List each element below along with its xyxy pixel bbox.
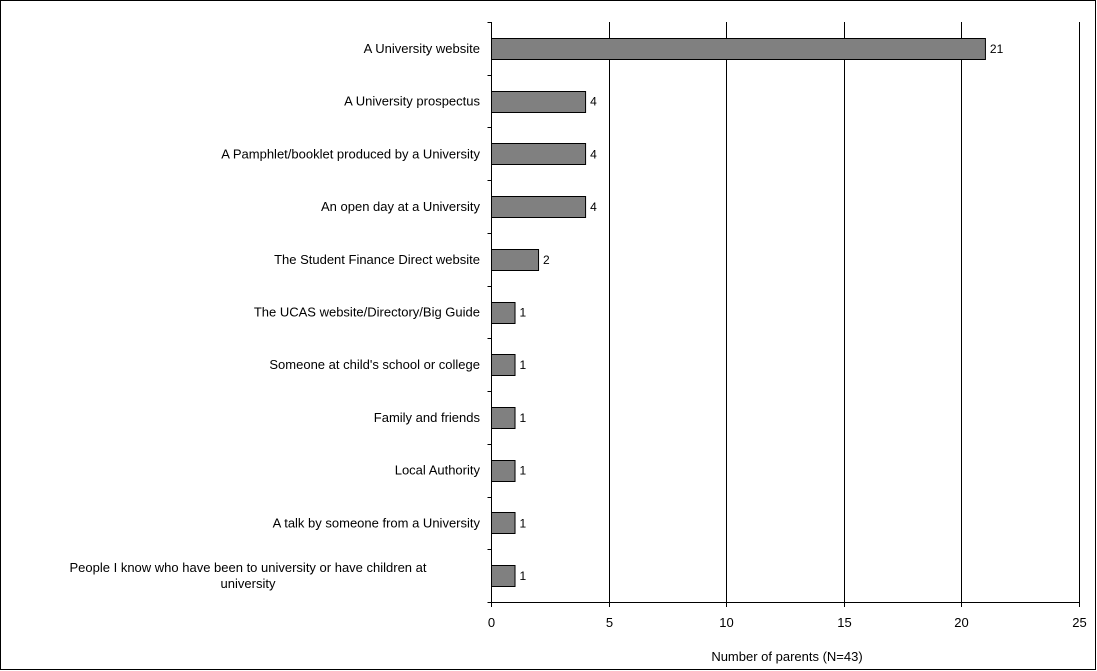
x-tick-label: 0: [488, 615, 495, 630]
bar: [491, 196, 587, 218]
category-label: A talk by someone from a University: [273, 515, 481, 530]
category-label: The Student Finance Direct website: [274, 252, 480, 267]
data-label: 4: [590, 95, 597, 109]
bar: [491, 460, 516, 482]
x-tick-label: 5: [606, 615, 613, 630]
category-label-line: The Student Finance Direct website: [274, 252, 480, 267]
category-label-line: A University prospectus: [344, 94, 480, 109]
category-label: Family and friends: [374, 410, 481, 425]
data-label: 1: [520, 569, 527, 583]
bar: [491, 38, 986, 60]
category-label: Someone at child's school or college: [269, 357, 480, 372]
category-label-line: Family and friends: [374, 410, 481, 425]
category-label-line: An open day at a University: [321, 199, 480, 214]
gridlines: [609, 22, 1080, 602]
bar: [491, 354, 516, 376]
category-label: A University website: [364, 41, 480, 56]
data-label: 1: [520, 464, 527, 478]
data-label: 21: [990, 42, 1004, 56]
category-label-line: A Pamphlet/booklet produced by a Univers…: [221, 146, 480, 161]
category-label: Local Authority: [395, 463, 481, 478]
bar: [491, 143, 587, 165]
category-label-line: university: [221, 576, 276, 591]
data-label: 1: [520, 358, 527, 372]
category-label: The UCAS website/Directory/Big Guide: [254, 305, 480, 320]
bar: [491, 512, 516, 534]
x-tick-label: 10: [719, 615, 733, 630]
data-label: 1: [520, 411, 527, 425]
category-label: A University prospectus: [344, 94, 480, 109]
category-label-line: A University website: [364, 41, 480, 56]
x-tick-label: 15: [837, 615, 851, 630]
bar: [491, 91, 587, 113]
category-label-line: People I know who have been to universit…: [70, 560, 427, 575]
bar: [491, 249, 540, 271]
category-label-line: Someone at child's school or college: [269, 357, 480, 372]
x-axis-title: Number of parents (N=43): [711, 649, 862, 664]
axes: [487, 22, 1080, 607]
bar: [491, 302, 516, 324]
category-label-line: Local Authority: [395, 463, 481, 478]
data-label: 2: [543, 253, 550, 267]
x-tick-label: 20: [954, 615, 968, 630]
data-label: 1: [520, 516, 527, 530]
category-label: People I know who have been to universit…: [70, 560, 427, 591]
data-label: 4: [590, 200, 597, 214]
category-label-line: The UCAS website/Directory/Big Guide: [254, 305, 480, 320]
data-label: 1: [520, 306, 527, 320]
x-tick-labels: 0 5 10 15 20 25: [488, 615, 1087, 630]
category-label: A Pamphlet/booklet produced by a Univers…: [221, 146, 480, 161]
category-label: An open day at a University: [321, 199, 480, 214]
x-tick-label: 25: [1072, 615, 1086, 630]
category-labels: A University website A University prospec…: [70, 41, 481, 591]
bar: [491, 565, 516, 587]
data-label: 4: [590, 147, 597, 161]
category-label-line: A talk by someone from a University: [273, 515, 481, 530]
bar: [491, 407, 516, 429]
